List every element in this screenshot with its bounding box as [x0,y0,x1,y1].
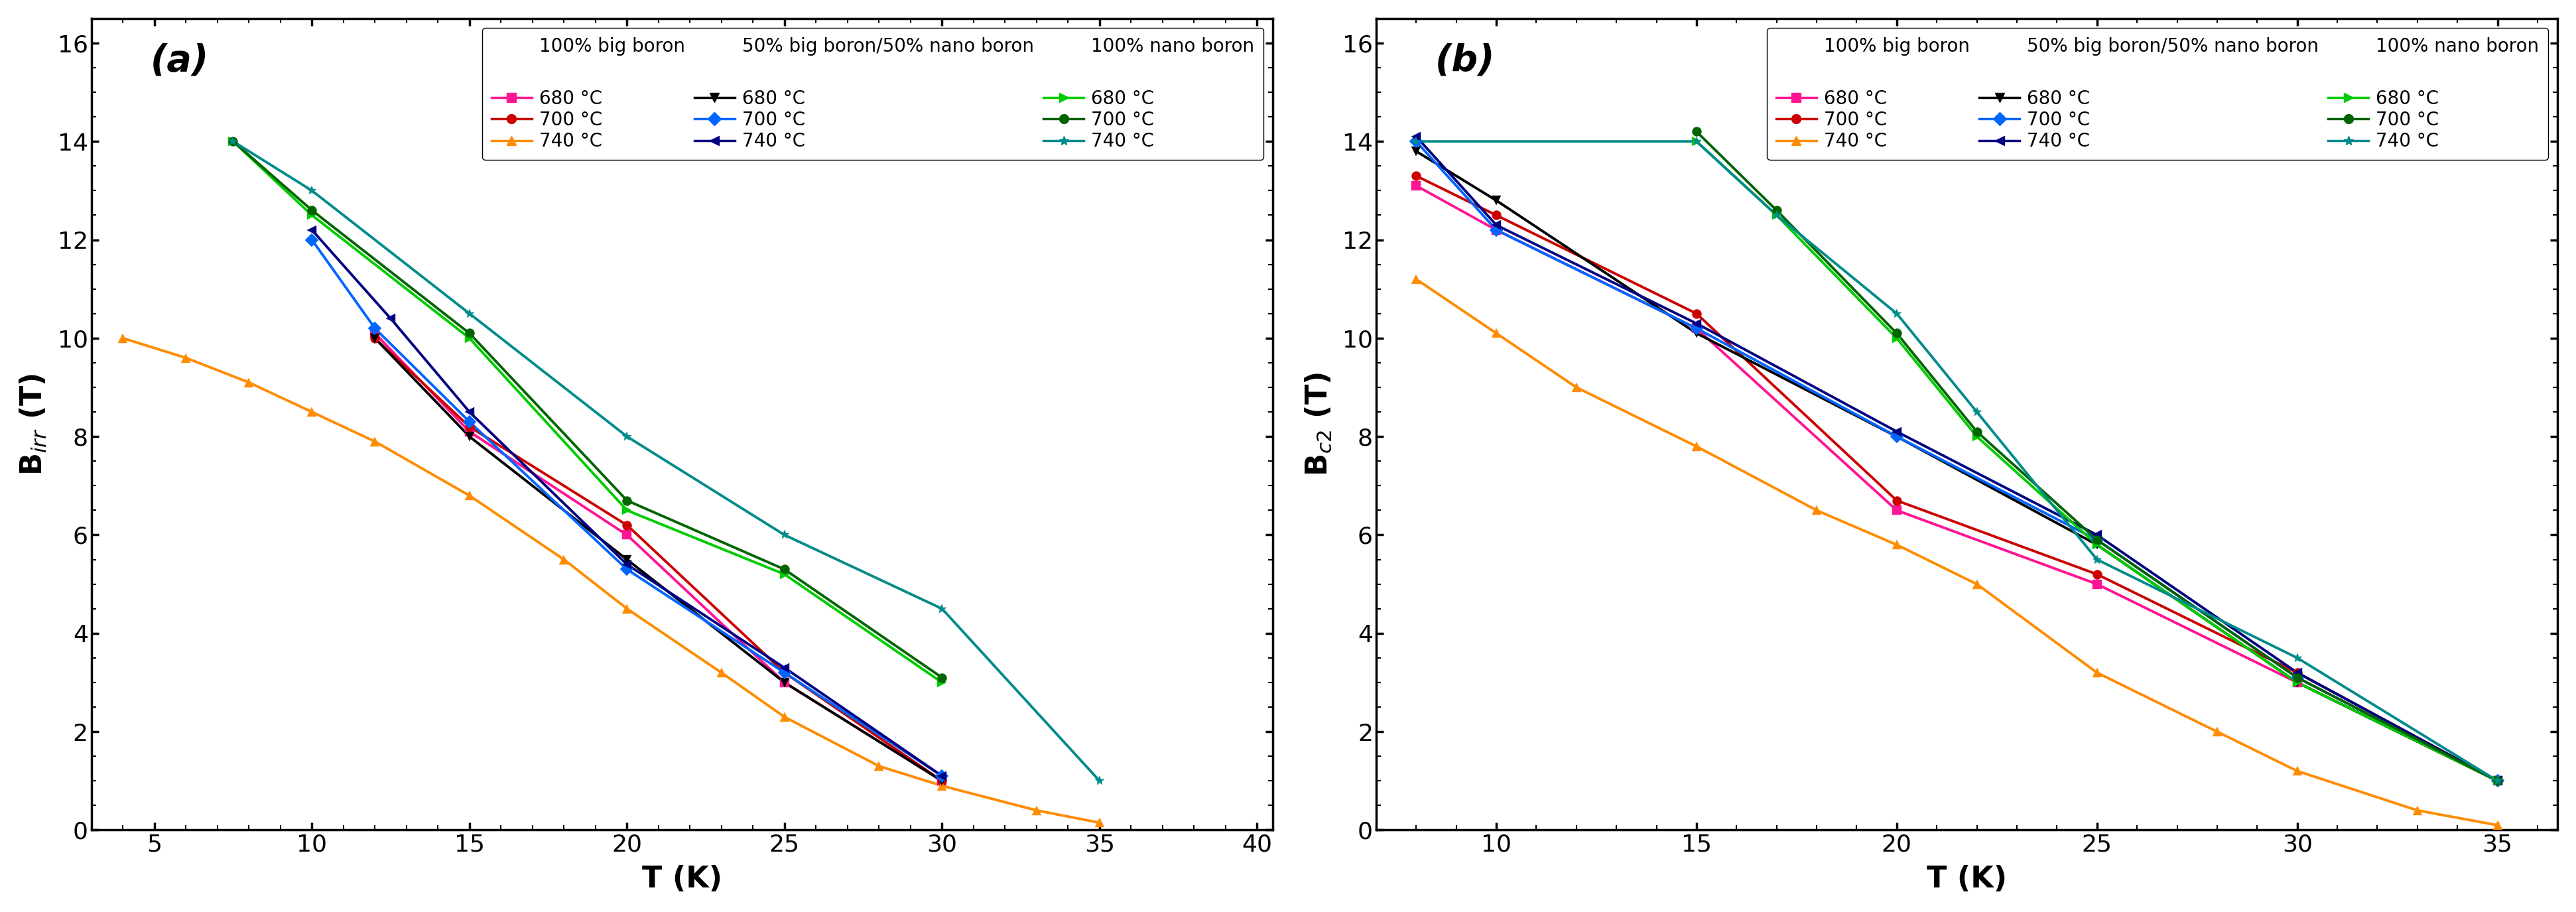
X-axis label: T (K): T (K) [641,865,721,894]
X-axis label: T (K): T (K) [1927,865,2007,894]
Y-axis label: B$_{c2}$ (T): B$_{c2}$ (T) [1303,372,1334,476]
Legend: 100% big boron, , , 680 °C, 700 °C, 740 °C, 50% big boron/50% nano boron, , , 68: 100% big boron, , , 680 °C, 700 °C, 740 … [1767,27,2548,160]
Text: (b): (b) [1435,43,1494,78]
Legend: 100% big boron, , , 680 °C, 700 °C, 740 °C, 50% big boron/50% nano boron, , , 68: 100% big boron, , , 680 °C, 700 °C, 740 … [482,27,1265,160]
Text: (a): (a) [149,43,209,78]
Y-axis label: B$_{irr}$ (T): B$_{irr}$ (T) [18,373,49,475]
